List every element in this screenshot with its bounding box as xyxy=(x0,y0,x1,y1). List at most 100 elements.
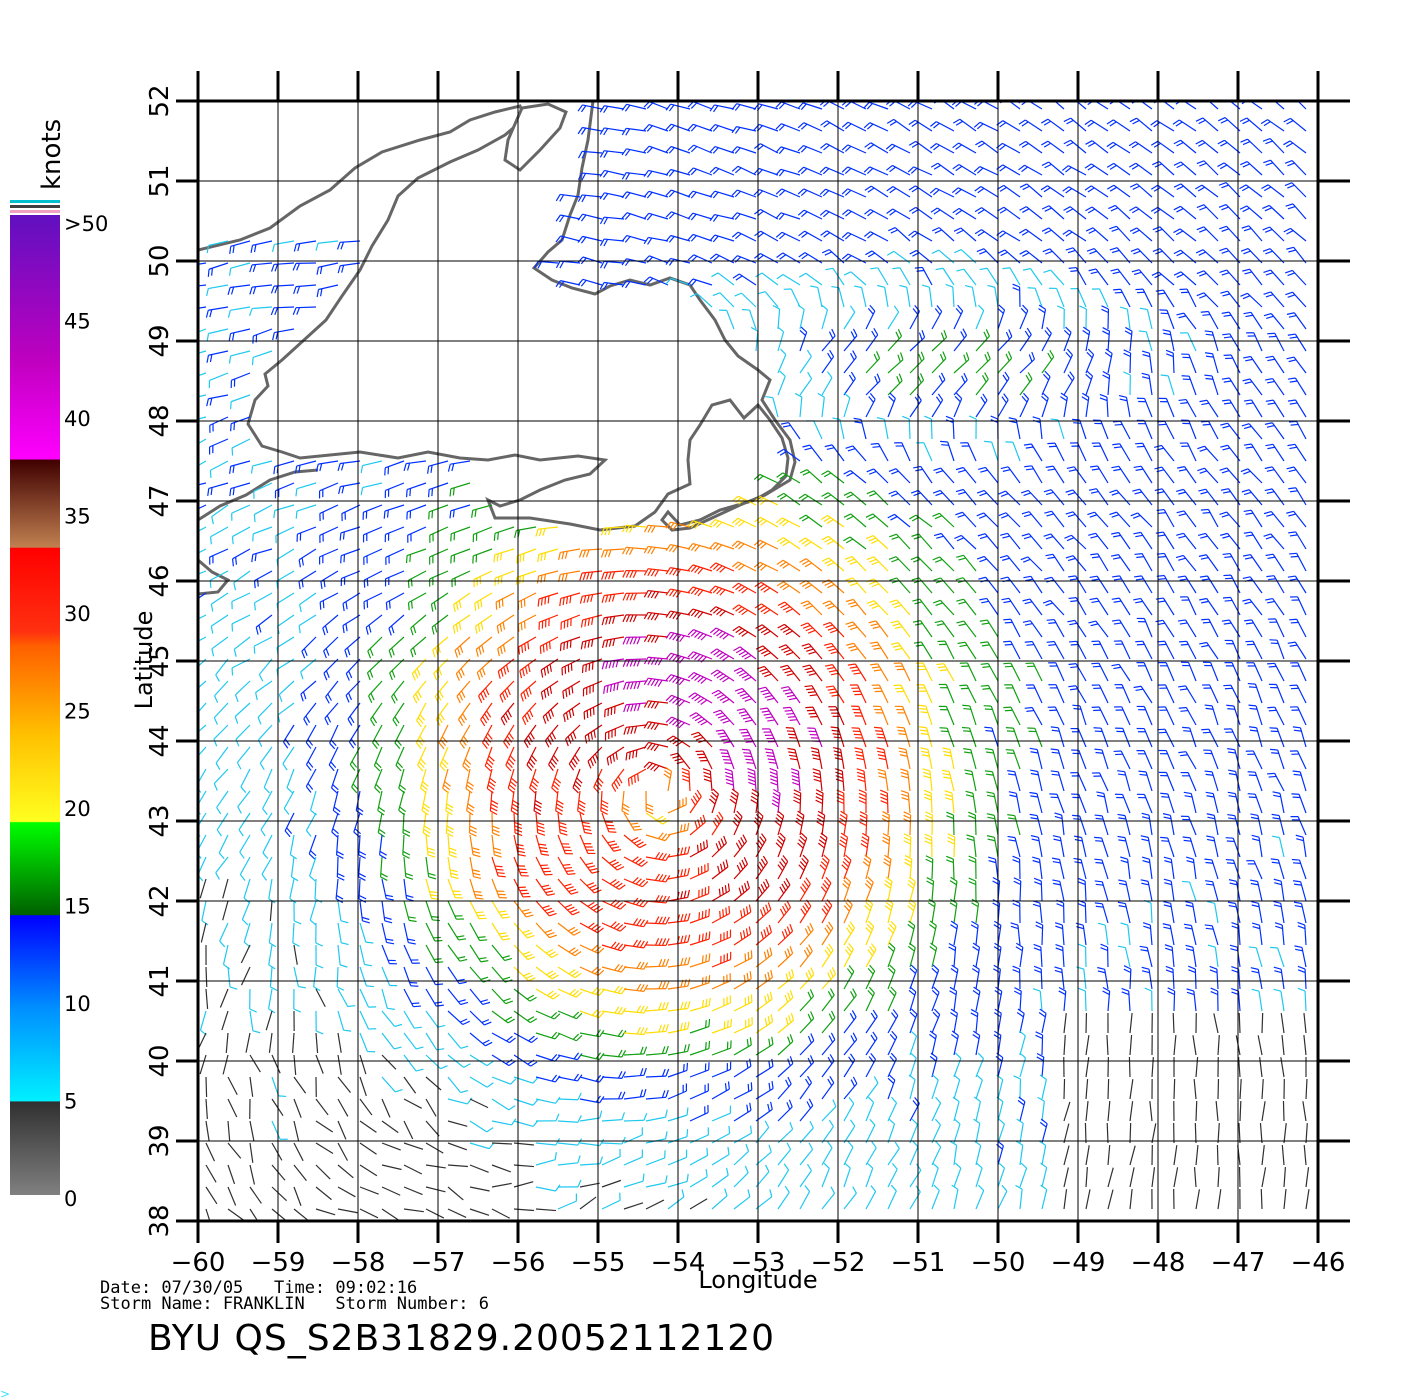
wind-barb-feather xyxy=(215,872,220,880)
wind-barb-feather xyxy=(1111,597,1120,600)
wind-barb-feather xyxy=(642,881,649,888)
wind-barb-feather xyxy=(799,469,808,474)
wind-barb-feather xyxy=(442,758,449,765)
wind-barb-feather xyxy=(731,103,738,110)
wind-barb-feather xyxy=(675,590,682,598)
wind-barb-feather xyxy=(506,687,511,696)
wind-barb-feather xyxy=(964,285,973,288)
wind-barb-feather xyxy=(227,287,231,295)
wind-barb-feather xyxy=(319,463,323,472)
wind-barb-feather xyxy=(922,771,931,776)
wind-barb-feather xyxy=(690,673,698,680)
wind-barb-feather xyxy=(847,558,855,563)
wind-barb-feather xyxy=(578,799,586,805)
wind-barb-feather xyxy=(1070,666,1078,669)
wind-barb-feather xyxy=(632,876,639,884)
wind-barb-feather xyxy=(866,103,873,110)
wind-barb-feather xyxy=(1102,374,1110,380)
wind-barb-feather xyxy=(810,747,819,750)
wind-barb-feather xyxy=(978,576,986,580)
wind-barb-feather xyxy=(1206,795,1215,798)
wind-barb-feather xyxy=(589,571,594,580)
wind-barb xyxy=(253,526,273,535)
wind-barb-feather xyxy=(324,625,329,634)
wind-barb xyxy=(884,287,889,308)
wind-barb-feather xyxy=(561,573,565,582)
wind-barb-feather xyxy=(331,831,338,838)
wind-barb-feather xyxy=(961,375,966,383)
wind-barb-feather xyxy=(622,803,630,809)
wind-barb-feather xyxy=(954,395,961,403)
wind-barb-feather xyxy=(584,831,593,835)
wind-barb xyxy=(235,680,251,696)
wind-barb-feather xyxy=(233,582,237,591)
wind-barb-feather xyxy=(1196,292,1205,297)
wind-barb-feather xyxy=(897,354,901,363)
colorbar-tick-label: >50 xyxy=(64,212,108,236)
wind-barb-feather xyxy=(616,682,619,691)
wind-barb-feather xyxy=(609,755,613,764)
wind-barb-feather xyxy=(643,255,650,262)
wind-barb-feather xyxy=(1065,511,1074,515)
wind-barb-feather xyxy=(630,703,634,712)
wind-barb-feather xyxy=(380,876,388,881)
wind-barb-feather xyxy=(603,150,609,159)
wind-barb-feather xyxy=(616,866,625,871)
wind-barb-feather xyxy=(811,754,820,757)
wind-barb-feather xyxy=(712,168,720,175)
wind-barb-feather xyxy=(345,673,350,681)
wind-barb-feather xyxy=(209,397,213,406)
wind-barb-feather xyxy=(589,884,597,889)
wind-barb-feather xyxy=(977,231,985,237)
wind-barb-feather xyxy=(871,644,880,647)
wind-barb-feather xyxy=(449,869,458,873)
wind-barb-feather xyxy=(433,672,438,681)
wind-barb-feather xyxy=(806,648,814,652)
wind-barb-feather xyxy=(439,764,446,772)
wind-barbs xyxy=(189,101,1310,1221)
wind-barb-feather xyxy=(505,664,510,673)
wind-barb-feather xyxy=(1065,247,1074,251)
wind-barb-feather xyxy=(1200,508,1209,511)
wind-barb-feather xyxy=(955,144,963,150)
wind-barb-feather xyxy=(697,611,704,619)
wind-barb-feather xyxy=(798,493,806,500)
wind-barb-feather xyxy=(963,748,971,751)
wind-barb-feather xyxy=(324,717,329,726)
wind-barb-feather xyxy=(716,673,724,679)
wind-barb-feather xyxy=(637,773,640,782)
wind-barb-feather xyxy=(1288,249,1296,253)
wind-barb-feather xyxy=(647,678,653,686)
wind-barb-feather xyxy=(955,577,964,581)
wind-barb xyxy=(799,378,813,396)
wind-barb-feather xyxy=(558,821,567,826)
wind-barb-feather xyxy=(529,787,536,794)
wind-barb-feather xyxy=(1046,618,1055,621)
wind-barb-feather xyxy=(549,664,552,672)
wind-barb-feather xyxy=(914,266,923,269)
wind-barb-feather xyxy=(943,776,952,779)
wind-barb-feather xyxy=(405,876,414,880)
wind-barb-feather xyxy=(985,329,990,337)
wind-barb-feather xyxy=(690,213,697,221)
wind-barb-feather xyxy=(603,686,606,694)
wind-barb-feather xyxy=(977,466,986,471)
wind-barb-feather xyxy=(611,571,616,580)
wind-barb-feather xyxy=(1043,533,1052,537)
wind-barb-feather xyxy=(904,861,912,867)
wind-barb-feather xyxy=(607,527,612,536)
wind-barb-feather xyxy=(1286,356,1295,360)
wind-barb-feather xyxy=(844,167,852,175)
wind-barb-feather xyxy=(189,487,190,494)
wind-barb-feather xyxy=(709,124,716,131)
wind-barb-feather xyxy=(1025,468,1034,471)
wind-barb xyxy=(296,504,317,512)
wind-barb-feather xyxy=(697,819,701,827)
wind-barb-feather xyxy=(452,626,456,634)
wind-barb-feather xyxy=(935,470,944,474)
wind-barb-feather xyxy=(358,854,366,859)
wind-barb-feather xyxy=(769,771,778,776)
wind-barb-feather xyxy=(251,554,254,563)
wind-barb-feather xyxy=(779,539,787,545)
wind-barb-feather xyxy=(687,651,694,658)
